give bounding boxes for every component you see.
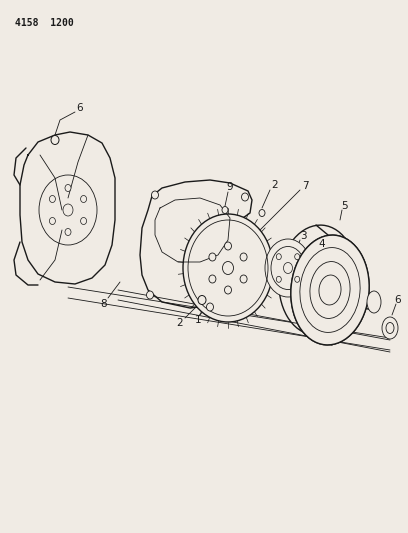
Ellipse shape: [81, 217, 86, 224]
Ellipse shape: [291, 235, 369, 345]
Ellipse shape: [39, 175, 97, 245]
Ellipse shape: [295, 254, 300, 260]
Ellipse shape: [295, 276, 300, 282]
Ellipse shape: [151, 191, 158, 199]
Ellipse shape: [51, 135, 59, 144]
Ellipse shape: [222, 262, 233, 274]
Ellipse shape: [367, 291, 381, 313]
Text: 1: 1: [195, 315, 201, 325]
Ellipse shape: [209, 253, 216, 261]
Ellipse shape: [319, 275, 341, 305]
Text: 6: 6: [77, 103, 83, 113]
Ellipse shape: [209, 275, 216, 283]
Text: 6: 6: [395, 295, 401, 305]
Ellipse shape: [265, 239, 311, 297]
Ellipse shape: [224, 242, 231, 250]
Ellipse shape: [279, 225, 357, 335]
Ellipse shape: [276, 276, 281, 282]
Text: 3: 3: [300, 231, 306, 241]
Ellipse shape: [146, 291, 153, 299]
Text: 9: 9: [227, 182, 233, 192]
Ellipse shape: [65, 229, 71, 236]
Ellipse shape: [259, 209, 265, 216]
Text: 4: 4: [319, 239, 325, 249]
Text: 2: 2: [272, 180, 278, 190]
Ellipse shape: [240, 275, 247, 283]
Text: 7: 7: [302, 181, 308, 191]
Ellipse shape: [242, 193, 248, 201]
Ellipse shape: [240, 253, 247, 261]
Ellipse shape: [183, 214, 273, 322]
Ellipse shape: [49, 196, 55, 203]
Ellipse shape: [382, 317, 398, 339]
Text: 4158  1200: 4158 1200: [15, 18, 74, 28]
Text: 2: 2: [177, 318, 183, 328]
Ellipse shape: [276, 254, 281, 260]
Ellipse shape: [291, 235, 369, 345]
Ellipse shape: [81, 196, 86, 203]
Ellipse shape: [206, 303, 213, 311]
Ellipse shape: [49, 217, 55, 224]
Ellipse shape: [224, 286, 231, 294]
Ellipse shape: [65, 184, 71, 191]
Ellipse shape: [222, 206, 228, 214]
Text: 5: 5: [341, 201, 347, 211]
Ellipse shape: [198, 295, 206, 304]
Text: 8: 8: [101, 299, 107, 309]
